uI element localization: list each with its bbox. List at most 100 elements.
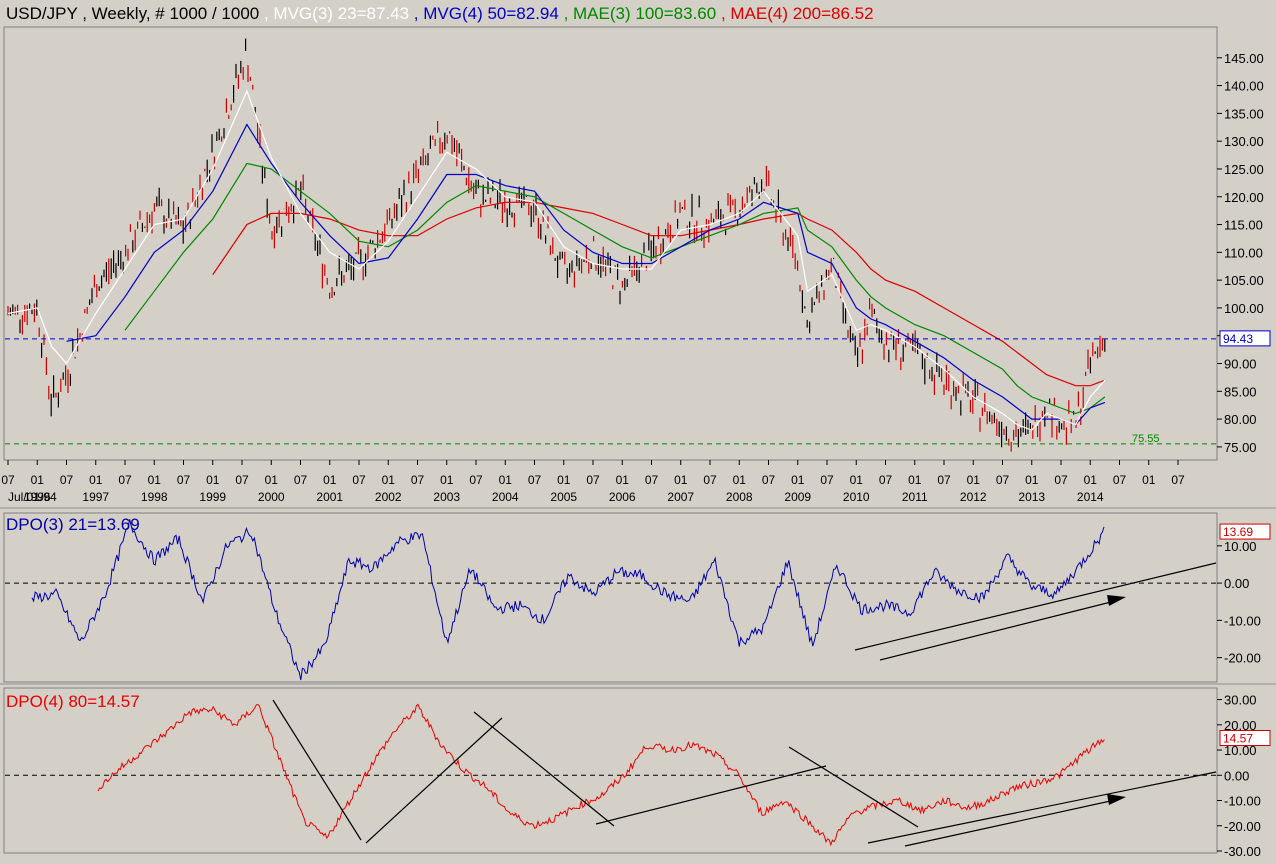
x-month-label: 01 bbox=[206, 473, 220, 487]
x-month-label: 01 bbox=[908, 473, 922, 487]
y-tick-label: -10.00 bbox=[1224, 794, 1261, 809]
x-year-label: 2001 bbox=[316, 490, 343, 504]
x-month-label: 01 bbox=[850, 473, 864, 487]
trend-line bbox=[788, 746, 919, 828]
x-year-label: 2002 bbox=[375, 490, 402, 504]
x-year-label: 2013 bbox=[1018, 490, 1045, 504]
x-month-label: 01 bbox=[382, 473, 396, 487]
y-tick-label: -20.00 bbox=[1224, 651, 1261, 666]
last-price-box bbox=[1219, 330, 1271, 347]
x-month-label: 01 bbox=[499, 473, 513, 487]
trend-line bbox=[595, 765, 827, 825]
trend-line bbox=[365, 717, 503, 844]
x-month-label: 01 bbox=[1142, 473, 1156, 487]
header-mvg4: , MVG(4) 50=82.94 bbox=[414, 4, 559, 23]
x-year-label: 2014 bbox=[1077, 490, 1104, 504]
trend-arrowhead bbox=[1107, 794, 1126, 805]
y-tick-label: 135.00 bbox=[1224, 106, 1264, 121]
x-month-label: 01 bbox=[1025, 473, 1039, 487]
x-month-label: 07 bbox=[1171, 473, 1185, 487]
mvg3-line bbox=[7, 89, 1106, 431]
x-month-label: 07 bbox=[294, 473, 308, 487]
x-month-label: 07 bbox=[60, 473, 74, 487]
x-year-label: 2008 bbox=[726, 490, 753, 504]
dpo4-panel-frame bbox=[3, 687, 1218, 854]
x-month-label: 07 bbox=[879, 473, 893, 487]
x-year-label: 2012 bbox=[960, 490, 987, 504]
y-tick-label: 105.00 bbox=[1224, 273, 1264, 288]
y-tick-label: 115.00 bbox=[1224, 218, 1263, 233]
x-month-label: 07 bbox=[177, 473, 191, 487]
y-tick-label: 0.00 bbox=[1224, 768, 1249, 783]
x-year-label: 2010 bbox=[843, 490, 870, 504]
x-month-label: 01 bbox=[323, 473, 337, 487]
header-mvg3: , MVG(3) 23=87.43 bbox=[264, 4, 409, 23]
x-month-label: 01 bbox=[265, 473, 279, 487]
x-month-label: 07 bbox=[118, 473, 132, 487]
mae3-line bbox=[124, 162, 1106, 415]
y-tick-label: 85.00 bbox=[1224, 384, 1257, 399]
x-month-label: 01 bbox=[1084, 473, 1098, 487]
x-month-label: 07 bbox=[937, 473, 951, 487]
x-month-label: 07 bbox=[352, 473, 366, 487]
y-tick-label: 0.00 bbox=[1224, 576, 1249, 591]
x-year-label: 2004 bbox=[492, 490, 519, 504]
x-month-label: 01 bbox=[440, 473, 454, 487]
x-year-label: 2003 bbox=[433, 490, 460, 504]
y-tick-label: -30.00 bbox=[1224, 844, 1261, 859]
x-year-label: 1996 bbox=[24, 490, 51, 504]
dpo3-panel: 10.00 0.00 -10.00 -20.00 13.69 bbox=[5, 519, 1271, 681]
oscillator-line bbox=[97, 703, 1105, 847]
x-month-label: 01 bbox=[791, 473, 805, 487]
y-tick-label: 10.00 bbox=[1224, 743, 1257, 758]
price-panel: 75.0080.0085.0090.0095.00100.00105.00110… bbox=[1, 38, 1271, 504]
x-month-label: 07 bbox=[762, 473, 776, 487]
x-month-label: 01 bbox=[31, 473, 45, 487]
y-tick-label: -20.00 bbox=[1224, 819, 1261, 834]
y-tick-label: 110.00 bbox=[1224, 245, 1263, 260]
trend-line bbox=[867, 771, 1217, 844]
dpo3-panel-frame bbox=[3, 512, 1218, 683]
last-value-box bbox=[1219, 523, 1271, 540]
trend-line bbox=[904, 799, 1116, 847]
x-month-label: 01 bbox=[557, 473, 571, 487]
x-month-label: 01 bbox=[967, 473, 981, 487]
x-month-label: 01 bbox=[148, 473, 162, 487]
x-year-label: 1997 bbox=[82, 490, 109, 504]
header-mae3: , MAE(3) 100=83.60 bbox=[564, 4, 717, 23]
x-month-label: 07 bbox=[703, 473, 717, 487]
oscillator-line bbox=[31, 519, 1105, 681]
y-tick-label: 125.00 bbox=[1224, 162, 1264, 177]
x-month-label: 07 bbox=[820, 473, 834, 487]
chart-header: USD/JPY , Weekly, # 1000 / 1000 , MVG(3)… bbox=[6, 4, 874, 23]
x-month-label: 07 bbox=[235, 473, 249, 487]
x-month-label: 07 bbox=[1113, 473, 1127, 487]
x-month-label: 07 bbox=[469, 473, 483, 487]
y-tick-label: 90.00 bbox=[1224, 357, 1257, 372]
y-tick-label: 80.00 bbox=[1224, 412, 1257, 427]
x-month-label: 07 bbox=[1, 473, 15, 487]
mvg4-line bbox=[66, 123, 1106, 426]
trend-line bbox=[879, 600, 1116, 661]
x-year-label: 2007 bbox=[667, 490, 694, 504]
y-tick-label: 130.00 bbox=[1224, 134, 1264, 149]
y-tick-label: 20.00 bbox=[1224, 718, 1257, 733]
last-value-label: 13.69 bbox=[1223, 525, 1253, 539]
x-year-label: 1998 bbox=[141, 490, 168, 504]
x-month-label: 07 bbox=[996, 473, 1010, 487]
x-month-label: 07 bbox=[645, 473, 659, 487]
y-tick-label: 145.00 bbox=[1224, 51, 1264, 66]
x-month-label: 07 bbox=[528, 473, 542, 487]
header-prefix: USD/JPY , Weekly, # 1000 / 1000 bbox=[6, 4, 259, 23]
trend-arrowhead bbox=[1107, 595, 1126, 606]
x-month-label: 01 bbox=[733, 473, 747, 487]
y-tick-label: 10.00 bbox=[1224, 539, 1257, 554]
last-value-label: 14.57 bbox=[1223, 732, 1253, 746]
x-month-label: 01 bbox=[616, 473, 630, 487]
dpo4-title: DPO(4) 80=14.57 bbox=[6, 692, 140, 711]
y-tick-label: 30.00 bbox=[1224, 693, 1257, 708]
support-label: 75.55 bbox=[1132, 433, 1160, 445]
trend-line bbox=[272, 699, 362, 841]
